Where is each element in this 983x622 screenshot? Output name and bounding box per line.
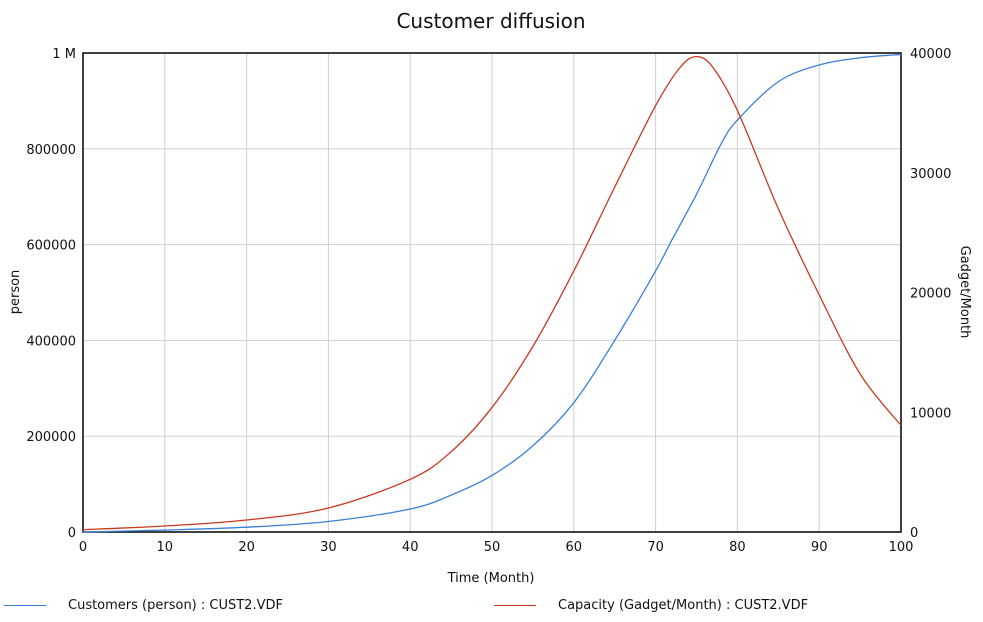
x-tick-label: 0	[79, 540, 87, 555]
y-left-tick-label: 200000	[26, 430, 76, 445]
series-layer	[82, 53, 902, 533]
y-left-tick-label: 600000	[26, 239, 76, 254]
x-axis-label: Time (Month)	[447, 571, 535, 586]
y-right-tick-label: 20000	[910, 287, 951, 302]
legend-item-customers: Customers (person) : CUST2.VDF	[4, 598, 283, 613]
y-left-tick-label: 400000	[26, 334, 76, 349]
tick-labels: 0 10 20 30 40 50 60 70 80 90 100020000040000060000…	[26, 47, 951, 555]
series-line-capacity	[82, 55, 902, 531]
legend-label-capacity: Capacity (Gadget/Month) : CUST2.VDF	[558, 598, 809, 613]
chart-title: Customer diffusion	[396, 9, 585, 33]
x-tick-label: 60	[566, 540, 583, 555]
x-tick-label: 40	[402, 540, 419, 555]
legend-label-customers: Customers (person) : CUST2.VDF	[68, 598, 283, 613]
legend-item-capacity: Capacity (Gadget/Month) : CUST2.VDF	[494, 598, 808, 613]
legend-swatch-customers	[4, 605, 46, 606]
y-right-tick-label: 40000	[910, 47, 951, 62]
x-tick-label: 80	[729, 540, 746, 555]
y-left-tick-label: 1 M	[52, 47, 76, 62]
grid	[83, 53, 901, 532]
y-axis-label-right: Gadget/Month	[957, 246, 972, 339]
x-tick-label: 30	[320, 540, 337, 555]
y-axis-label-left: person	[8, 270, 23, 315]
x-tick-label: 70	[647, 540, 664, 555]
plot-frame	[82, 52, 902, 533]
x-tick-label: 10	[157, 540, 174, 555]
x-tick-label: 100	[889, 540, 914, 555]
x-tick-label: 20	[238, 540, 255, 555]
y-right-tick-label: 30000	[910, 167, 951, 182]
y-left-tick-label: 0	[68, 526, 76, 541]
x-tick-label: 50	[484, 540, 501, 555]
x-tick-label: 90	[811, 540, 828, 555]
legend-swatch-capacity	[494, 605, 536, 606]
y-right-tick-label: 10000	[910, 406, 951, 421]
y-right-tick-label: 0	[910, 526, 918, 541]
y-left-tick-label: 800000	[26, 143, 76, 158]
series-line-customers	[82, 53, 902, 533]
